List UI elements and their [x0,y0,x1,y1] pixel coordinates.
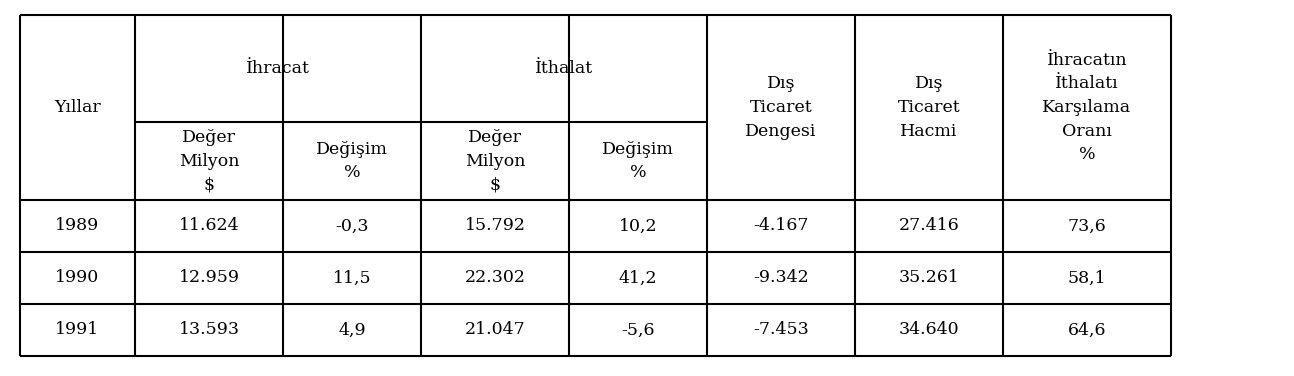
Text: Dış
Ticaret
Dengesi: Dış Ticaret Dengesi [745,76,817,139]
Text: 12.959: 12.959 [179,270,239,287]
Text: Değişim
%: Değişim % [316,141,388,181]
Text: 34.640: 34.640 [899,321,959,338]
Text: -9.342: -9.342 [753,270,809,287]
Text: 58,1: 58,1 [1068,270,1106,287]
Text: 21.047: 21.047 [465,321,525,338]
Text: İhracatın
İthalatı
Karşılama
Oranı
%: İhracatın İthalatı Karşılama Oranı % [1043,52,1131,163]
Text: 15.792: 15.792 [465,217,525,235]
Text: -0,3: -0,3 [335,217,369,235]
Text: 11,5: 11,5 [333,270,371,287]
Text: 64,6: 64,6 [1068,321,1106,338]
Text: -4.167: -4.167 [753,217,809,235]
Text: 22.302: 22.302 [465,270,525,287]
Text: 41,2: 41,2 [619,270,657,287]
Text: 10,2: 10,2 [619,217,657,235]
Text: 11.624: 11.624 [179,217,239,235]
Text: Değer
Milyon
$: Değer Milyon $ [465,129,525,193]
Text: -7.453: -7.453 [753,321,809,338]
Text: 1989: 1989 [56,217,100,235]
Text: 13.593: 13.593 [179,321,239,338]
Text: İthalat: İthalat [534,60,593,77]
Text: Değişim
%: Değişim % [602,141,674,181]
Text: -5,6: -5,6 [621,321,655,338]
Text: 27.416: 27.416 [898,217,959,235]
Text: Değer
Milyon
$: Değer Milyon $ [179,129,239,193]
Text: 4,9: 4,9 [338,321,366,338]
Text: 1991: 1991 [56,321,100,338]
Text: 35.261: 35.261 [898,270,959,287]
Text: Yıllar: Yıllar [54,99,101,116]
Text: 1990: 1990 [56,270,100,287]
Text: İhracat: İhracat [246,60,311,77]
Text: 73,6: 73,6 [1068,217,1106,235]
Text: Dış
Ticaret
Hacmi: Dış Ticaret Hacmi [898,76,960,139]
